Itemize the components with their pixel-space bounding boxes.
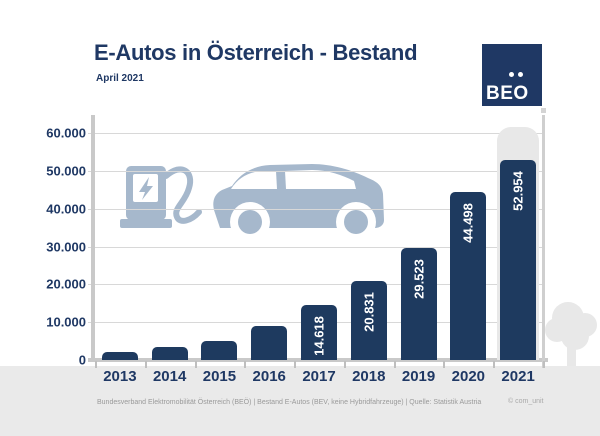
x-axis-tick-label: 2020: [451, 368, 486, 385]
gridline: [88, 208, 543, 210]
y-axis-tick-label: 40.000: [46, 201, 86, 217]
y-axis-tick-label: 30.000: [46, 239, 86, 254]
x-axis-tick-label: 2021: [501, 368, 535, 385]
x-axis-tick-label: 2014: [152, 368, 187, 385]
x-axis-line: [88, 358, 548, 362]
x-axis-tick-mark: [543, 361, 545, 368]
y-axis-tick-label: 0: [78, 352, 86, 368]
logo-text: BEO: [486, 83, 529, 104]
x-axis-tick-mark: [294, 361, 297, 368]
source-caption: Bundesverband Elektromobilität Österreic…: [97, 399, 482, 406]
x-axis-tick-mark: [144, 361, 147, 368]
bar-value-label: 44.498: [460, 202, 476, 243]
logo-accent-square: [541, 108, 546, 113]
bar-2021: [500, 159, 537, 360]
bar-2015: [201, 341, 238, 360]
y-axis-tick-label: 60.000: [46, 125, 86, 141]
x-axis-tick-mark: [493, 361, 496, 368]
x-axis-tick-mark: [393, 361, 396, 368]
gridline: [88, 170, 543, 172]
bar-value-label: 14.618: [311, 315, 327, 356]
tree-icon: [545, 302, 597, 366]
x-axis-tick-label: 2018: [352, 368, 386, 385]
gridline: [88, 246, 543, 248]
x-axis-tick-mark: [443, 361, 446, 368]
ev-car-charging-icon: [120, 164, 384, 242]
bar-2016: [251, 325, 288, 360]
y-axis-tick-label: 20.000: [46, 276, 86, 292]
bar-2019: [400, 248, 437, 360]
bar-2013: [101, 352, 138, 360]
bar-value-label: 52.954: [510, 170, 526, 211]
gridline: [88, 284, 543, 286]
x-axis-tick-mark: [95, 361, 97, 368]
plot-right-border: [542, 115, 545, 368]
bar-2014: [151, 347, 188, 360]
x-axis-tick-label: 2015: [202, 368, 237, 385]
y-axis-line: [91, 115, 95, 362]
x-axis-tick-mark: [244, 361, 247, 368]
bar-2018: [350, 281, 387, 360]
x-axis-tick-label: 2017: [302, 368, 336, 385]
page-title: E-Autos in Österreich - Bestand: [94, 40, 418, 65]
x-axis-tick-label: 2013: [103, 368, 137, 385]
gridline: [88, 133, 543, 134]
x-axis-tick-mark: [194, 361, 197, 368]
logo-umlaut-dots-icon: [509, 72, 523, 77]
x-axis-tick-label: 2016: [252, 368, 286, 385]
subtitle-date: April 2021: [96, 73, 144, 84]
bar-2020: [450, 191, 487, 360]
footer-band: [0, 366, 600, 436]
x-axis-tick-label: 2019: [401, 368, 436, 385]
x-axis-tick-mark: [343, 361, 346, 368]
credit-caption: © com_unit: [508, 398, 544, 405]
y-axis-tick-label: 10.000: [46, 314, 86, 330]
beo-logo: BEO: [482, 44, 542, 106]
y-axis-tick-label: 50.000: [46, 163, 86, 179]
bar-value-label: 20.831: [361, 292, 377, 333]
bar-value-label: 29.523: [411, 259, 427, 300]
bar-2017: [301, 304, 337, 360]
